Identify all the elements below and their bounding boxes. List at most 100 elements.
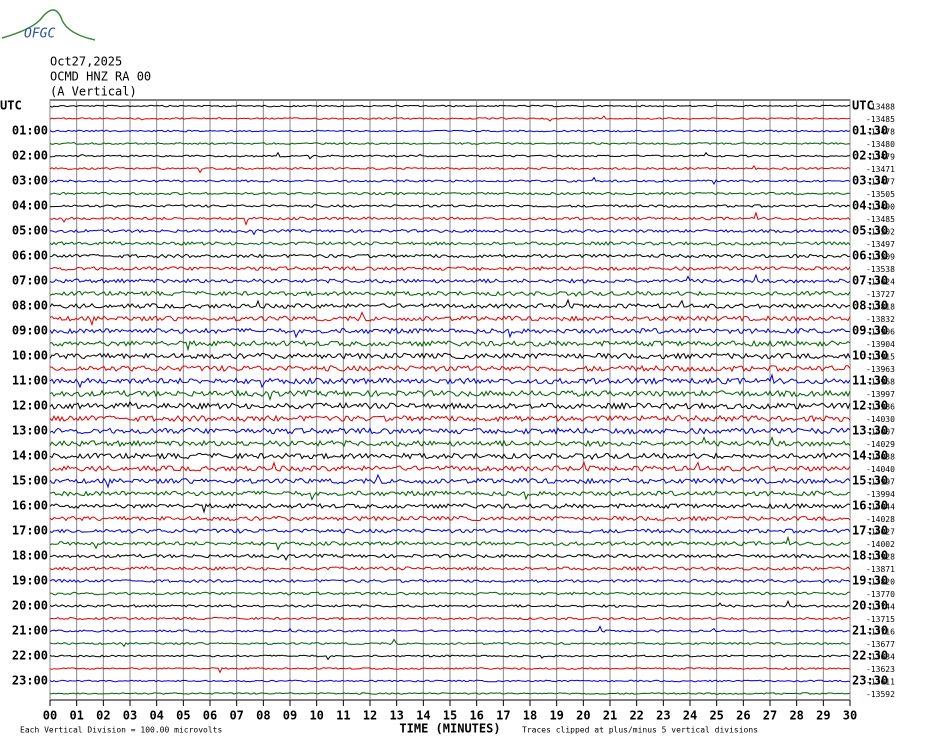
trace bbox=[49, 461, 851, 472]
row-time-right: 23:30 bbox=[852, 674, 888, 688]
x-tick-label: 06 bbox=[203, 709, 217, 723]
x-tick-label: 12 bbox=[363, 709, 377, 723]
logo-curve bbox=[1, 9, 96, 41]
row-time-right: 02:30 bbox=[852, 149, 888, 163]
trace bbox=[49, 473, 851, 489]
trace-offset: -13968 bbox=[866, 378, 895, 387]
trace-offset: -13818 bbox=[866, 303, 895, 312]
x-tick-label: 07 bbox=[229, 709, 243, 723]
row-time-left: 19:00 bbox=[12, 574, 48, 588]
row-time-right: 06:30 bbox=[852, 249, 888, 263]
trace bbox=[49, 327, 851, 339]
trace bbox=[50, 364, 851, 373]
trace bbox=[49, 311, 851, 327]
x-tick-label: 19 bbox=[549, 709, 563, 723]
trace-offset: -13477 bbox=[866, 178, 895, 187]
trace-offset: -13490 bbox=[866, 203, 895, 212]
trace bbox=[49, 273, 851, 284]
trace-offset: -13994 bbox=[866, 490, 895, 499]
trace bbox=[49, 265, 851, 272]
trace-offset: -13727 bbox=[866, 290, 895, 299]
trace bbox=[49, 240, 851, 246]
row-time-right: 21:30 bbox=[852, 624, 888, 638]
x-tick-label: 10 bbox=[309, 709, 323, 723]
trace bbox=[49, 339, 851, 352]
row-time-left: 22:00 bbox=[12, 649, 48, 663]
trace-offset: -13624 bbox=[866, 278, 895, 287]
trace bbox=[49, 435, 851, 448]
trace-offset: -13715 bbox=[866, 615, 895, 624]
trace bbox=[49, 638, 851, 648]
row-time-left: 08:00 bbox=[12, 299, 48, 313]
trace-offset: -13478 bbox=[866, 128, 895, 137]
trace bbox=[49, 535, 851, 551]
header-line: OCMD HNZ RA 00 bbox=[50, 70, 151, 84]
trace bbox=[49, 667, 851, 674]
row-time-left: 07:00 bbox=[12, 274, 48, 288]
row-time-right: 03:30 bbox=[852, 174, 888, 188]
row-time-right: 15:30 bbox=[852, 474, 888, 488]
trace-offset: -13997 bbox=[866, 390, 895, 399]
trace bbox=[49, 115, 851, 122]
trace bbox=[49, 578, 851, 584]
row-time-right: 20:30 bbox=[852, 599, 888, 613]
row-time-right: UTC bbox=[852, 99, 874, 113]
trace-offset: -13986 bbox=[866, 403, 895, 412]
trace bbox=[49, 352, 851, 360]
row-time-right: 13:30 bbox=[852, 424, 888, 438]
trace bbox=[49, 176, 851, 186]
row-time-left: 10:00 bbox=[12, 349, 48, 363]
trace-offset: -13488 bbox=[866, 103, 895, 112]
x-tick-label: 05 bbox=[176, 709, 190, 723]
trace bbox=[49, 625, 851, 633]
footnote: Traces clipped at plus/minus 5 vertical … bbox=[522, 726, 758, 735]
trace bbox=[49, 389, 851, 402]
footnote: Each Vertical Division = 100.00 microvol… bbox=[20, 726, 222, 735]
trace bbox=[49, 253, 851, 259]
row-time-left: 09:00 bbox=[12, 324, 48, 338]
trace bbox=[49, 515, 851, 522]
row-time-left: 05:00 bbox=[12, 224, 48, 238]
trace-offset: -13677 bbox=[866, 640, 895, 649]
row-time-left: 12:00 bbox=[12, 399, 48, 413]
trace-offset: -13505 bbox=[866, 190, 895, 199]
x-tick-label: 21 bbox=[603, 709, 617, 723]
x-tick-label: 02 bbox=[96, 709, 110, 723]
x-tick-label: 23 bbox=[656, 709, 670, 723]
x-tick-label: 22 bbox=[629, 709, 643, 723]
trace bbox=[49, 298, 851, 309]
trace bbox=[49, 565, 851, 571]
trace bbox=[49, 228, 851, 236]
row-time-left: 15:00 bbox=[12, 474, 48, 488]
row-time-right: 10:30 bbox=[852, 349, 888, 363]
trace-offset: -13871 bbox=[866, 565, 895, 574]
row-time-left: 02:00 bbox=[12, 149, 48, 163]
trace bbox=[49, 452, 851, 461]
trace-offset: -14044 bbox=[866, 503, 895, 512]
row-time-right: 01:30 bbox=[852, 124, 888, 138]
x-tick-label: 09 bbox=[283, 709, 297, 723]
trace bbox=[49, 104, 851, 108]
trace bbox=[49, 204, 851, 208]
row-time-left: 16:00 bbox=[12, 499, 48, 513]
row-time-right: 22:30 bbox=[852, 649, 888, 663]
trace-offset: -14038 bbox=[866, 453, 895, 462]
row-time-left: 18:00 bbox=[12, 549, 48, 563]
trace bbox=[49, 679, 851, 683]
row-time-left: UTC bbox=[0, 99, 22, 113]
trace-offset: -14028 bbox=[866, 515, 895, 524]
trace bbox=[49, 654, 851, 661]
row-time-right: 12:30 bbox=[852, 399, 888, 413]
trace bbox=[50, 151, 851, 160]
trace-offset: -13832 bbox=[866, 315, 895, 324]
trace-offset: -14029 bbox=[866, 440, 895, 449]
x-tick-label: 01 bbox=[69, 709, 83, 723]
trace bbox=[49, 616, 851, 621]
trace bbox=[49, 400, 851, 411]
trace bbox=[49, 211, 851, 226]
x-tick-label: 25 bbox=[709, 709, 723, 723]
trace-offset: -13611 bbox=[866, 678, 895, 687]
row-time-left: 03:00 bbox=[12, 174, 48, 188]
trace-offset: -13497 bbox=[866, 240, 895, 249]
row-time-right: 16:30 bbox=[852, 499, 888, 513]
